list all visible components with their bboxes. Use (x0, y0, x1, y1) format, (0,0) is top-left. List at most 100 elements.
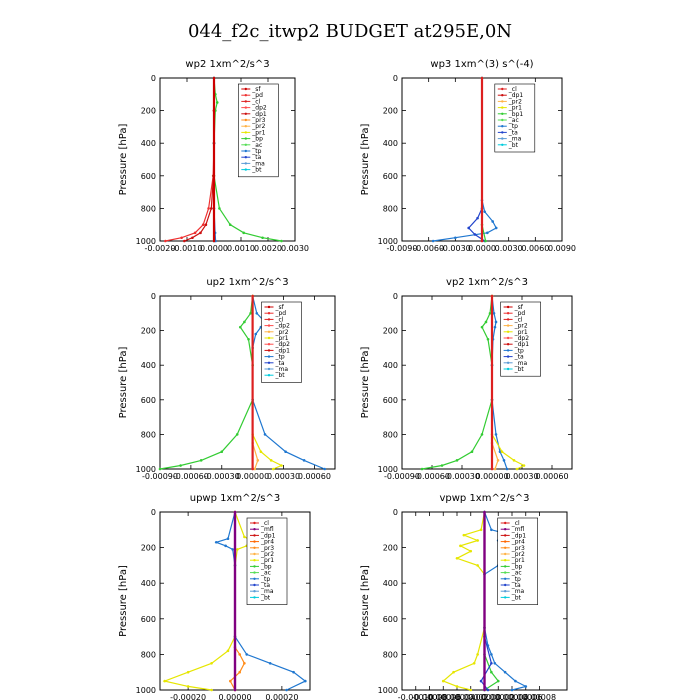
legend-entry: _bt (514, 366, 525, 373)
x-tick-label: 0.00004 (495, 693, 528, 700)
series-point (493, 662, 497, 665)
series-point (180, 236, 183, 240)
series-point (420, 467, 424, 471)
y-tick-label: 600 (141, 396, 156, 405)
x-tick-label: 0.0000 (468, 244, 496, 253)
legend-entry: _pd (275, 310, 287, 317)
legend-entry: _pr2 (508, 98, 522, 105)
x-tick-label: 0.0000 (200, 244, 228, 253)
legend-marker (253, 546, 256, 549)
series-point (467, 226, 470, 230)
legend-marker (253, 571, 256, 574)
legend-entry: _ta (511, 582, 521, 589)
series-point (158, 467, 162, 471)
y-axis-label: Pressure [hPa] (118, 565, 129, 637)
legend-marker (267, 324, 271, 327)
legend-entry: _ta (251, 154, 261, 161)
series-point (163, 679, 166, 683)
legend-marker (244, 131, 247, 134)
x-tick-label: -0.00090 (384, 472, 420, 481)
series-point (236, 548, 239, 551)
series-point (263, 433, 267, 436)
series-point (512, 459, 516, 462)
legend-marker (267, 318, 271, 321)
series-point (469, 549, 473, 553)
series-point (245, 653, 249, 656)
series-point (235, 433, 239, 436)
legend-marker (504, 577, 507, 580)
y-tick-label: 200 (383, 544, 398, 553)
y-tick-label: 200 (141, 107, 156, 116)
legend-entry: _pr3 (511, 545, 525, 552)
x-tick-label: 0.00060 (535, 472, 568, 481)
series-point (494, 433, 498, 436)
series-point (243, 320, 246, 324)
series-point (212, 239, 216, 243)
x-tick-label: 0.00030 (505, 472, 538, 481)
series-line-pr1 (442, 511, 486, 691)
series-point (193, 231, 197, 235)
legend-marker (267, 343, 271, 346)
legend-entry: _pr2 (251, 123, 265, 130)
series-point (473, 233, 477, 236)
legend-marker (504, 583, 507, 587)
y-tick-label: 0 (393, 292, 398, 301)
legend-marker (506, 361, 510, 364)
legend-marker (506, 305, 510, 309)
series-point (280, 464, 283, 467)
series-point (302, 459, 306, 462)
legend-entry: _dp1 (511, 532, 527, 539)
series-point (455, 459, 459, 462)
series-point (228, 223, 232, 226)
y-axis-label: Pressure [hPa] (118, 347, 129, 419)
series-point (476, 216, 479, 220)
y-tick-label: 400 (141, 139, 156, 148)
y-tick-label: 0 (393, 508, 398, 517)
x-tick-label: -0.00004 (439, 693, 475, 700)
legend-entry: _ma (508, 136, 522, 143)
x-tick-label: -0.00090 (142, 472, 178, 481)
legend-entry: _tp (514, 347, 524, 354)
series-point (215, 101, 219, 104)
x-tick-label: 0.00060 (298, 472, 331, 481)
legend-entry: _pr2 (260, 551, 274, 558)
legend-marker (244, 94, 247, 97)
legend-marker (253, 540, 256, 543)
y-tick-label: 0 (151, 508, 156, 517)
series-point (476, 564, 479, 567)
legend-entry: _ac (251, 142, 262, 149)
series-point (490, 294, 494, 298)
series-point (440, 464, 444, 467)
legend-marker (504, 596, 507, 599)
legend-entry: _pr1 (514, 329, 528, 336)
series-point (186, 685, 190, 688)
y-tick-label: 800 (141, 204, 156, 213)
series-point (261, 236, 264, 240)
series-point (226, 537, 230, 540)
legend-marker (506, 367, 510, 371)
x-tick-label: -0.0060 (413, 244, 444, 253)
series-point (207, 207, 210, 210)
series-point (480, 433, 484, 436)
legend-marker (506, 349, 510, 352)
legend-marker (504, 521, 507, 525)
legend-marker (506, 330, 510, 333)
series-point (469, 688, 473, 692)
y-tick-label: 800 (383, 430, 398, 439)
legend-marker (504, 552, 507, 556)
legend-box (497, 517, 539, 605)
x-tick-label: 0.00000 (218, 693, 251, 700)
legend-entry: _cl (511, 520, 520, 527)
series-point (476, 653, 479, 656)
legend-marker (244, 87, 247, 91)
series-point (515, 467, 519, 471)
series-point (183, 239, 186, 243)
y-tick-label: 600 (141, 172, 156, 181)
legend-marker (267, 349, 271, 352)
legend-marker (504, 534, 507, 537)
legend-entry: _mfl (511, 526, 525, 533)
x-tick-label: -0.00060 (414, 472, 450, 481)
y-tick-label: 200 (383, 327, 398, 336)
panel-title: wp2 1xm^2/s^3 (185, 59, 269, 70)
legend-marker (244, 100, 247, 103)
